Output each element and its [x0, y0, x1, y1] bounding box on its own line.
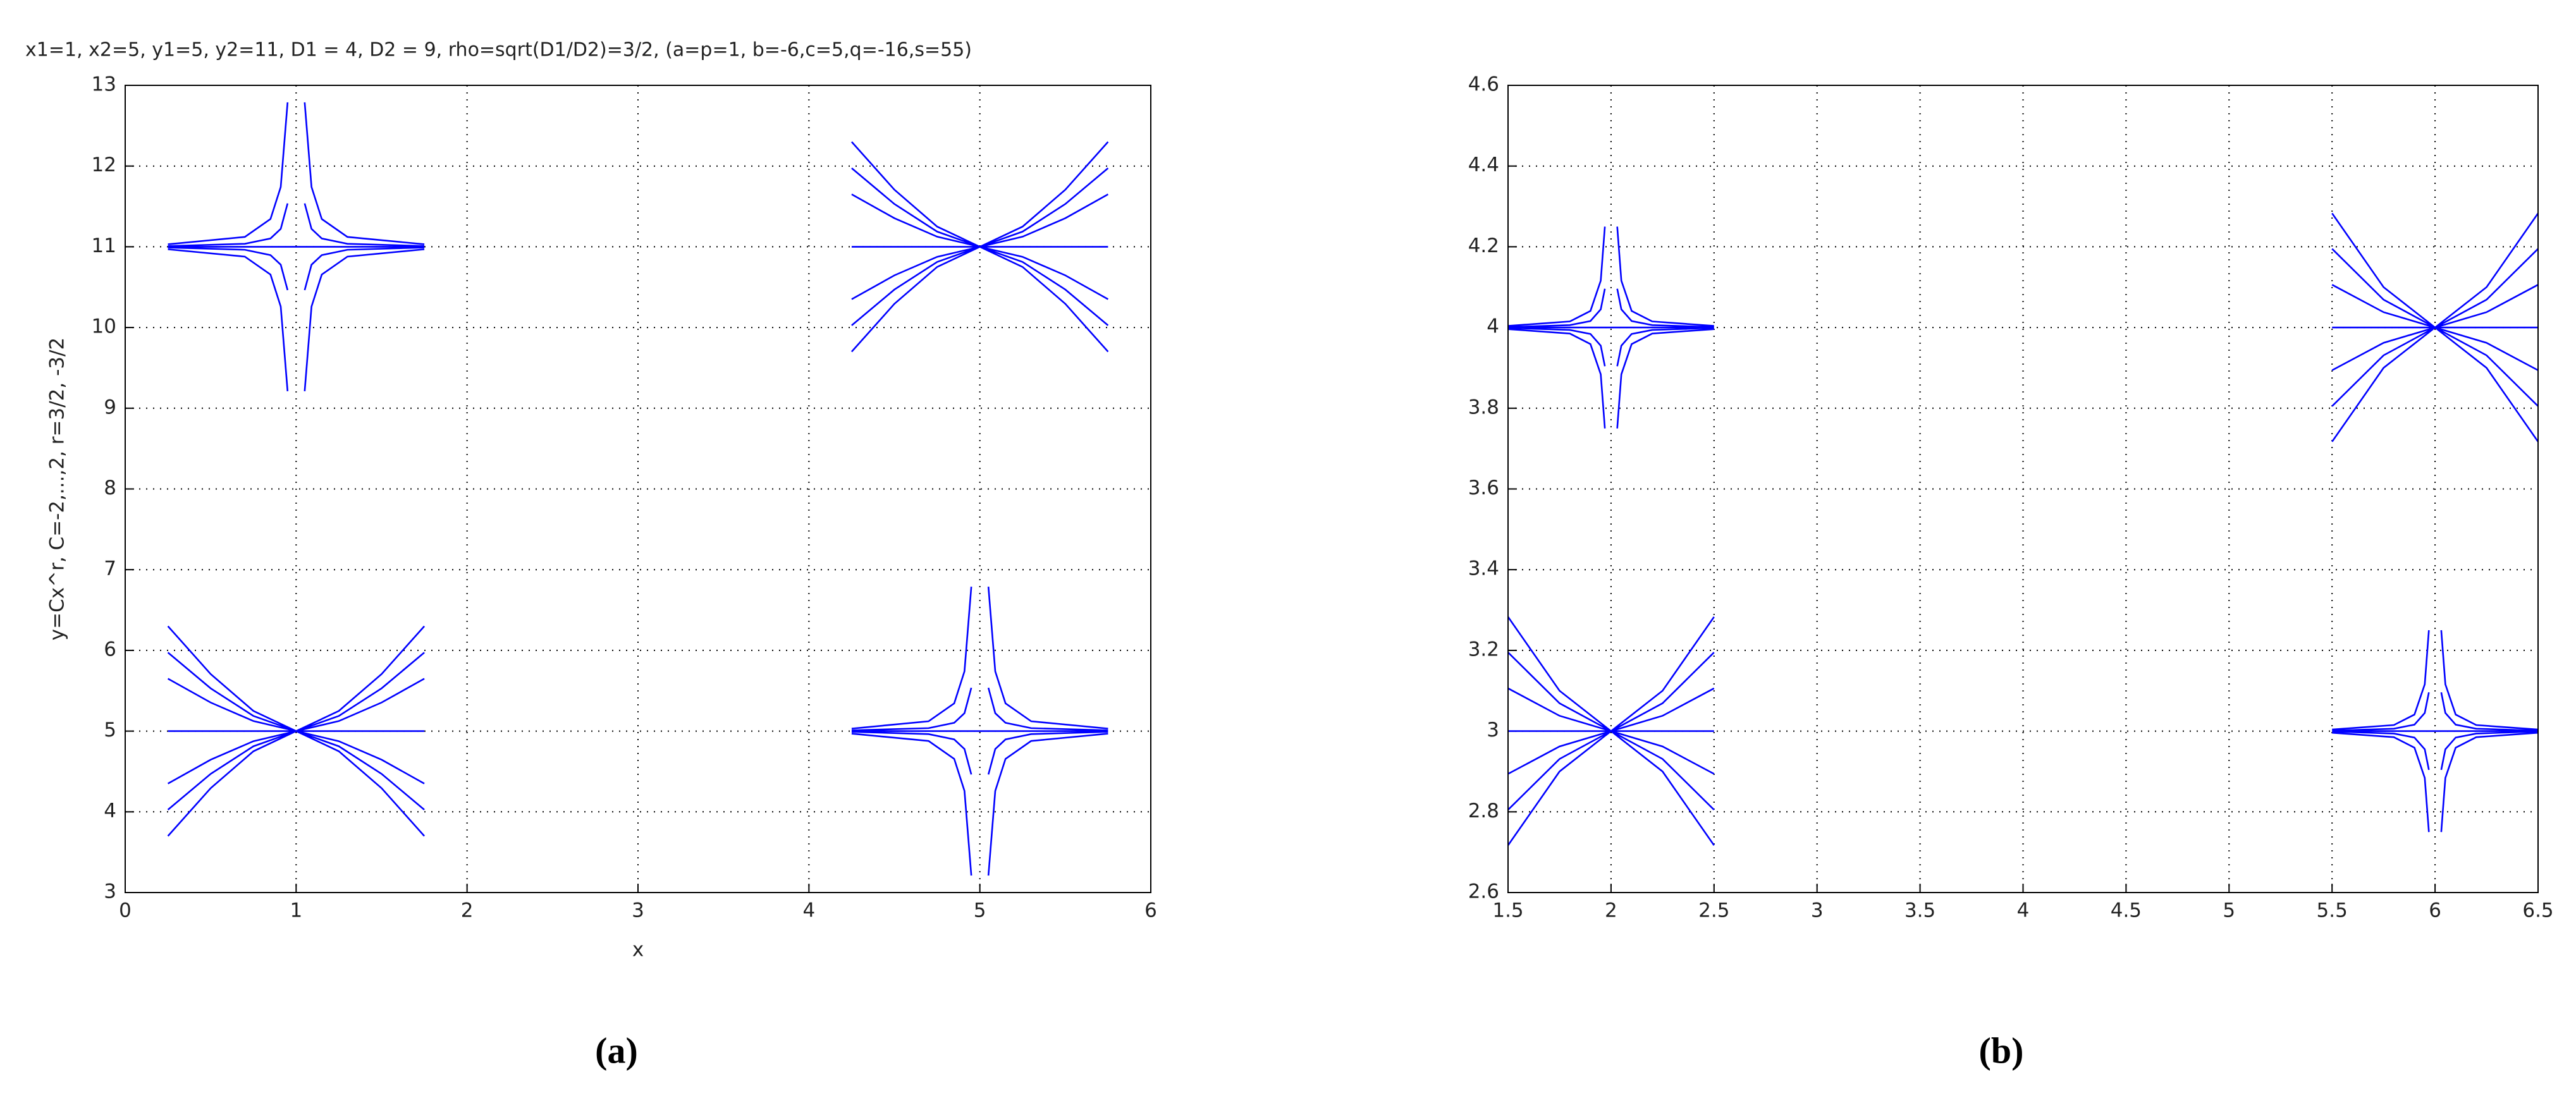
- curve: [168, 102, 425, 391]
- y-tick-label: 6: [104, 638, 116, 661]
- x-tick-label: 2: [1605, 900, 1617, 922]
- y-tick-label: 7: [104, 558, 116, 580]
- y-tick-label: 4: [1487, 315, 1499, 338]
- x-tick-label: 5: [974, 900, 986, 922]
- plot-frame: [125, 85, 1151, 893]
- x-tick-label: 5: [2223, 900, 2235, 922]
- caption: (b): [1979, 1030, 2024, 1071]
- x-tick-label: 2.5: [1698, 900, 1729, 922]
- curve: [851, 587, 1108, 876]
- plot-frame: [1507, 85, 2539, 893]
- chart-title: x1=1, x2=5, y1=5, y2=11, D1 = 4, D2 = 9,…: [25, 39, 972, 61]
- y-tick-label: 13: [92, 73, 116, 96]
- x-tick-label: 1.5: [1492, 900, 1523, 922]
- x-tick-label: 4: [802, 900, 815, 922]
- curve: [167, 625, 426, 837]
- x-tick-label: 6.5: [2522, 900, 2553, 922]
- y-tick-label: 12: [92, 154, 116, 176]
- y-tick-label: 3.6: [1468, 477, 1499, 499]
- curve: [2332, 630, 2539, 833]
- y-tick-label: 8: [104, 477, 116, 499]
- y-tick-label: 3: [1487, 719, 1499, 741]
- y-tick-label: 3.4: [1468, 558, 1499, 580]
- y-tick-label: 10: [92, 315, 116, 338]
- y-tick-label: 4.6: [1468, 73, 1499, 96]
- y-tick-label: 3.2: [1468, 638, 1499, 661]
- y-tick-label: 9: [104, 396, 116, 418]
- x-tick-label: 5.5: [2317, 900, 2348, 922]
- x-tick-label: 3: [1811, 900, 1824, 922]
- y-tick-label: 2.8: [1468, 800, 1499, 822]
- y-tick-label: 4.4: [1468, 154, 1499, 176]
- y-tick-label: 4.2: [1468, 235, 1499, 257]
- x-tick-label: 4.5: [2111, 900, 2142, 922]
- x-tick-label: 1: [290, 900, 302, 922]
- x-tick-label: 3: [632, 900, 644, 922]
- curve: [850, 141, 1109, 353]
- curve: [1507, 226, 1714, 429]
- curve: [2331, 212, 2539, 442]
- y-tick-label: 2.6: [1468, 881, 1499, 903]
- x-tick-label: 2: [461, 900, 474, 922]
- y-axis-label: y=Cx^r, C=-2,...,2, r=3/2, -3/2: [46, 338, 69, 640]
- curve: [1507, 616, 1715, 846]
- x-tick-label: 3.5: [1904, 900, 1935, 922]
- caption: (a): [595, 1030, 638, 1071]
- y-tick-label: 3.8: [1468, 396, 1499, 418]
- x-tick-label: 4: [2017, 900, 2030, 922]
- y-tick-label: 4: [104, 800, 116, 822]
- y-tick-label: 3: [104, 881, 116, 903]
- x-tick-label: 6: [2429, 900, 2441, 922]
- x-tick-label: 0: [119, 900, 132, 922]
- y-tick-label: 5: [104, 719, 116, 741]
- x-tick-label: 6: [1144, 900, 1157, 922]
- x-axis-label: x: [632, 939, 644, 961]
- y-tick-label: 11: [92, 235, 116, 257]
